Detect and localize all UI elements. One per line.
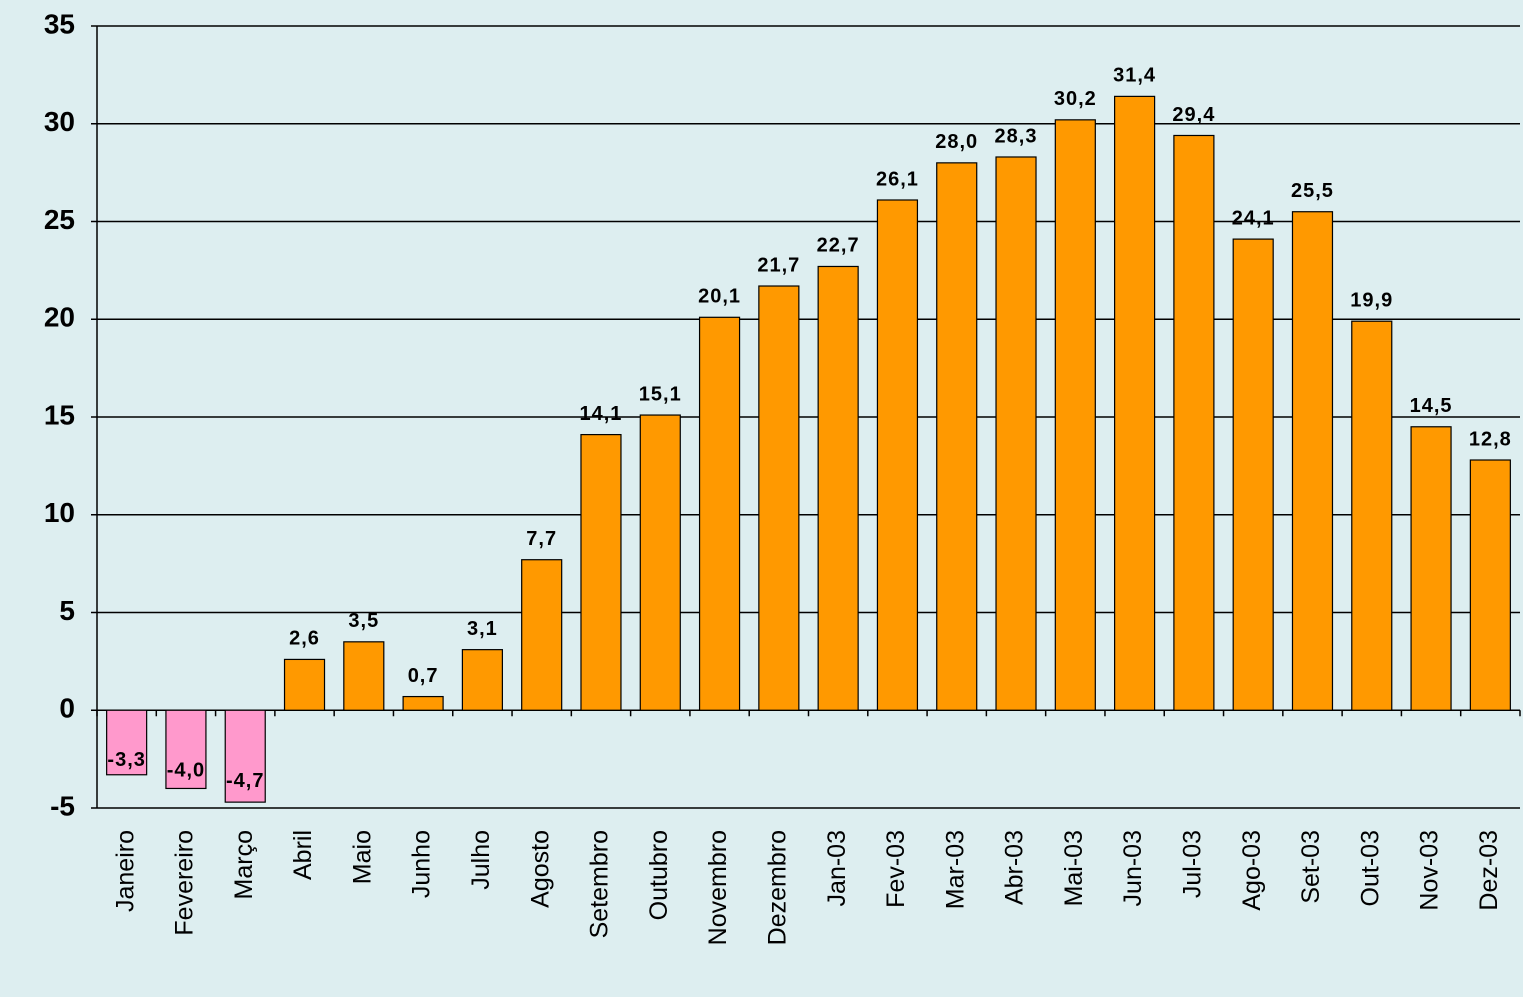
value-label: 3,1	[467, 618, 498, 640]
y-tick-label: 0	[59, 693, 75, 724]
bar	[1351, 320, 1393, 711]
x-tick-label: Fevereiro	[171, 830, 199, 936]
bar	[580, 433, 622, 711]
bar	[1291, 211, 1334, 711]
value-label: 24,1	[1232, 207, 1275, 229]
value-label: 31,4	[1113, 65, 1156, 87]
x-tick-label: Abr-03	[1001, 830, 1029, 905]
bar	[1232, 238, 1274, 711]
value-label: 7,7	[526, 528, 557, 550]
x-tick-label: Fev-03	[882, 830, 910, 908]
x-tick-label: Junho	[408, 830, 436, 898]
value-label: -4,7	[226, 770, 264, 792]
value-label: 29,4	[1172, 104, 1215, 126]
value-label: 14,1	[580, 403, 623, 425]
bar	[1469, 459, 1511, 711]
x-tick-label: Outubro	[645, 830, 673, 920]
x-tick-label: Março	[230, 830, 258, 899]
x-tick-label: Jul-03	[1179, 830, 1207, 898]
value-label: 28,0	[935, 131, 978, 153]
bar	[639, 414, 681, 711]
value-label: 28,3	[995, 125, 1038, 147]
value-label: 3,5	[348, 610, 379, 632]
x-tick-label: Janeiro	[111, 830, 139, 912]
x-tick-label: Novembro	[704, 830, 732, 945]
value-label: 19,9	[1350, 289, 1393, 311]
bar	[817, 265, 859, 711]
bar	[876, 199, 919, 711]
value-label: 30,2	[1054, 88, 1097, 110]
x-tick-label: Dezembro	[763, 830, 791, 945]
value-label: 15,1	[639, 383, 682, 405]
bar	[1173, 134, 1215, 711]
value-label: -3,3	[107, 749, 145, 771]
y-tick-label: -5	[50, 790, 75, 821]
bar	[402, 695, 444, 711]
y-tick-label: 10	[44, 497, 75, 528]
value-label: 21,7	[757, 254, 800, 276]
value-label: -4,0	[167, 760, 205, 782]
value-label: 26,1	[876, 168, 919, 190]
bar	[1410, 426, 1452, 711]
x-tick-label: Out-03	[1356, 830, 1384, 906]
x-tick-label: Agosto	[526, 830, 554, 908]
bar	[461, 649, 503, 711]
bar	[224, 709, 266, 803]
x-tick-label: Mar-03	[941, 830, 969, 909]
value-label: 20,1	[698, 286, 741, 308]
x-tick-label: Ago-03	[1238, 830, 1266, 911]
y-tick-label: 25	[44, 204, 75, 235]
value-label: 25,5	[1291, 180, 1334, 202]
bar	[521, 559, 563, 711]
bar	[1054, 119, 1096, 711]
value-label: 14,5	[1410, 395, 1453, 417]
value-label: 12,8	[1469, 428, 1512, 450]
bar	[343, 641, 385, 711]
y-tick-label: 35	[44, 8, 75, 39]
x-tick-label: Jan-03	[823, 830, 851, 906]
x-tick-label: Set-03	[1297, 830, 1325, 904]
bar	[758, 285, 800, 711]
x-tick-label: Julho	[467, 830, 495, 890]
y-tick-label: 15	[44, 399, 75, 430]
bar	[283, 658, 326, 711]
x-tick-label: Jun-03	[1119, 830, 1147, 906]
bar	[995, 156, 1037, 711]
bar	[698, 316, 741, 711]
bar	[936, 162, 978, 711]
value-label: 2,6	[289, 628, 320, 650]
bar	[165, 709, 207, 790]
x-tick-label: Nov-03	[1416, 830, 1444, 911]
x-tick-label: Maio	[348, 830, 376, 884]
bar	[1114, 95, 1156, 711]
value-label: 0,7	[408, 665, 439, 687]
y-tick-label: 5	[59, 595, 75, 626]
x-tick-label: Abril	[289, 830, 317, 880]
x-tick-label: Dez-03	[1475, 830, 1503, 911]
y-tick-label: 30	[44, 106, 75, 137]
x-tick-label: Setembro	[586, 830, 614, 938]
y-tick-label: 20	[44, 302, 75, 333]
x-tick-label: Mai-03	[1060, 830, 1088, 906]
value-label: 22,7	[817, 235, 860, 257]
bar	[106, 709, 148, 776]
